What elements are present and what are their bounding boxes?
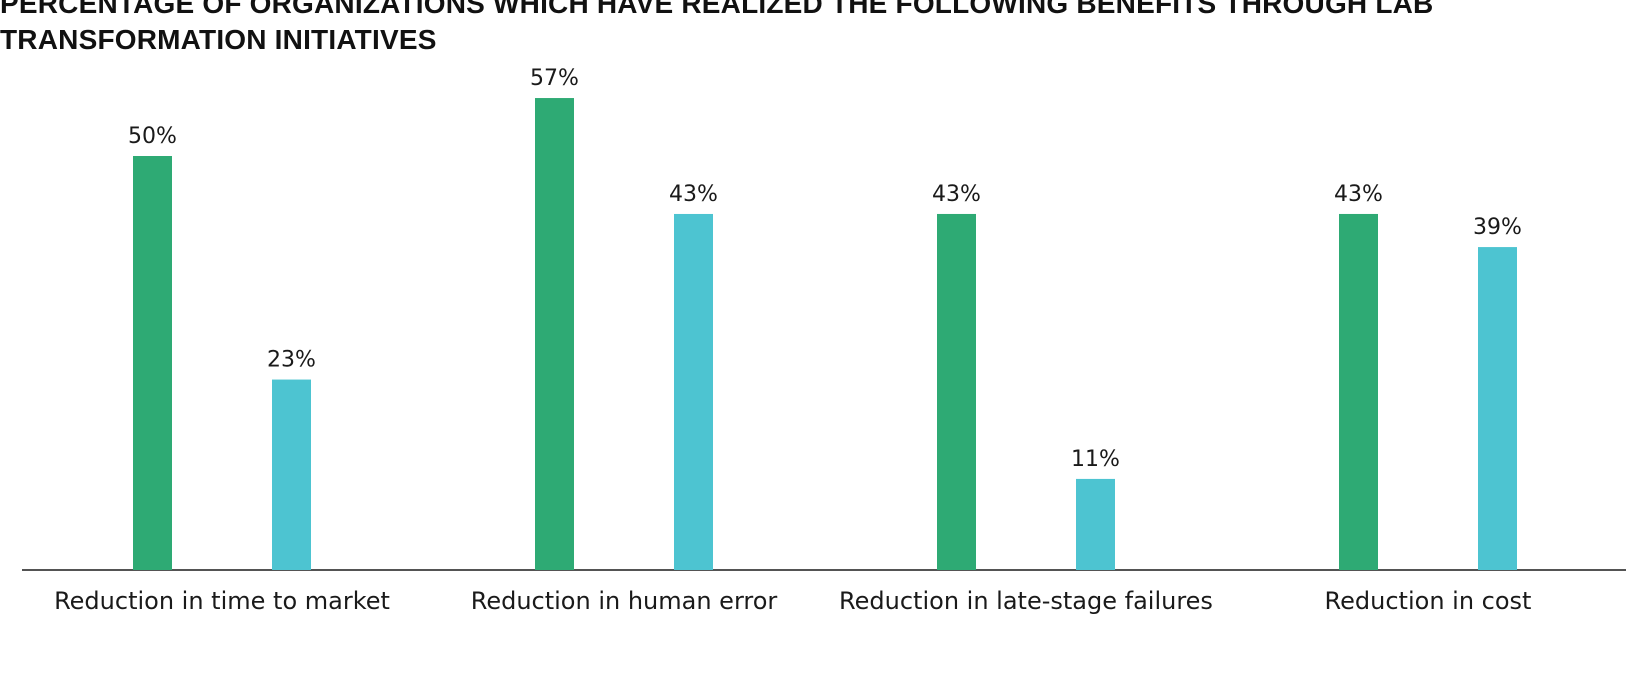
bar-2-series-2 [674,213,713,570]
chart-title: PERCENTAGE OF ORGANIZATIONS WHICH HAVE R… [0,0,1626,58]
bar-1-series-1 [133,156,172,570]
data-label-4-series-2: 39% [1473,215,1522,240]
category-label-2: Reduction in human error [471,587,778,615]
bar-1-series-2 [272,379,311,570]
category-label-4: Reduction in cost [1325,587,1532,615]
data-label-3-series-1: 43% [932,182,981,207]
bar-3-series-2 [1076,478,1115,570]
category-label-3: Reduction in late-stage failures [839,587,1213,615]
chart-title-line-2: TRANSFORMATION INITIATIVES [0,24,437,55]
data-label-2-series-1: 57% [530,66,579,91]
data-label-2-series-2: 43% [669,182,718,207]
bar-2-series-1 [535,98,574,570]
data-label-3-series-2: 11% [1071,447,1120,472]
data-label-4-series-1: 43% [1334,182,1383,207]
bar-4-series-1 [1339,213,1378,570]
data-label-1-series-1: 50% [128,124,177,149]
bar-3-series-1 [937,213,976,570]
category-label-1: Reduction in time to market [54,587,390,615]
data-label-1-series-2: 23% [267,348,316,373]
bar-4-series-2 [1478,247,1517,570]
chart-title-line-1: PERCENTAGE OF ORGANIZATIONS WHICH HAVE R… [0,0,1434,19]
